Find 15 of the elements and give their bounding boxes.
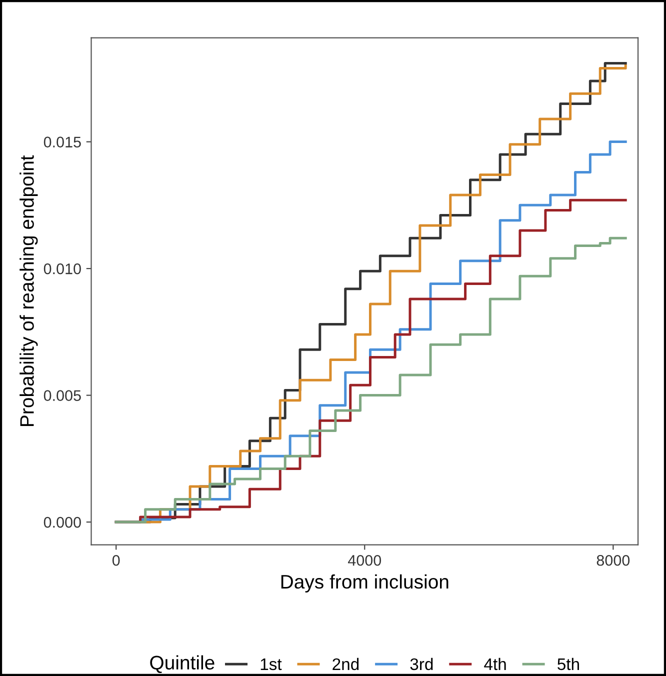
y-tick-label: 0.015 bbox=[44, 136, 81, 148]
y-tick-label: 0.000 bbox=[44, 516, 81, 528]
legend-title: Quintile bbox=[150, 655, 214, 674]
legend-label: 2nd bbox=[332, 658, 359, 670]
legend-label: 3rd bbox=[410, 658, 433, 670]
x-axis-title: Days from inclusion bbox=[281, 574, 448, 592]
x-tick-label: 0 bbox=[112, 554, 120, 566]
legend-label: 4th bbox=[484, 658, 506, 670]
legend-label: 5th bbox=[558, 658, 579, 670]
x-tick-label: 8000 bbox=[596, 554, 630, 566]
y-tick-label: 0.005 bbox=[44, 390, 81, 401]
legend-label: 1st bbox=[260, 658, 282, 670]
y-axis-title: Probability of reaching endpoint bbox=[20, 155, 38, 426]
y-tick-label: 0.010 bbox=[44, 263, 81, 274]
x-tick-label: 4000 bbox=[348, 554, 382, 566]
